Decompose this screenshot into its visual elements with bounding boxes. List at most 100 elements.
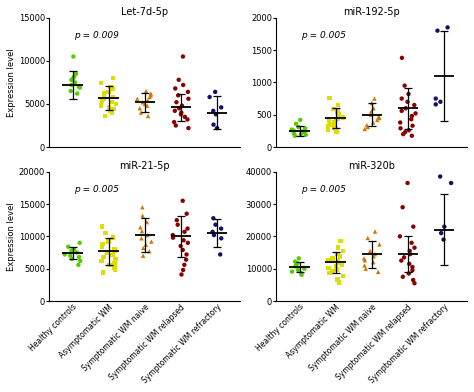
Point: [409, 264, 416, 270]
Point: [408, 113, 416, 119]
Point: [339, 114, 346, 120]
Point: [76, 258, 84, 264]
Point: [105, 104, 112, 111]
Point: [440, 236, 447, 243]
Point: [141, 101, 149, 107]
Point: [409, 123, 416, 129]
Point: [405, 270, 412, 277]
Point: [292, 121, 300, 127]
Point: [444, 24, 451, 31]
Point: [178, 271, 185, 278]
Point: [298, 272, 305, 278]
Point: [438, 230, 445, 236]
Point: [209, 229, 216, 235]
Point: [405, 261, 413, 267]
Point: [184, 89, 192, 95]
Point: [401, 129, 409, 135]
Point: [292, 263, 299, 270]
Point: [434, 27, 441, 34]
Point: [179, 247, 187, 253]
Point: [326, 270, 333, 276]
Point: [178, 109, 185, 116]
Point: [301, 129, 309, 136]
Text: p = 0.005: p = 0.005: [301, 31, 346, 40]
Point: [101, 230, 109, 236]
Point: [302, 132, 310, 138]
Point: [297, 131, 304, 137]
Point: [97, 80, 105, 86]
Point: [175, 105, 183, 111]
Point: [99, 243, 106, 250]
Point: [210, 232, 218, 238]
Point: [217, 251, 224, 258]
Point: [146, 94, 154, 100]
Text: p = 0.009: p = 0.009: [74, 31, 119, 40]
Point: [292, 258, 299, 265]
Point: [290, 127, 297, 134]
Point: [98, 258, 105, 264]
Point: [105, 238, 112, 245]
Point: [326, 95, 333, 101]
Point: [412, 110, 419, 116]
Point: [298, 270, 305, 276]
Point: [70, 246, 78, 252]
Point: [291, 132, 299, 139]
Point: [107, 108, 114, 114]
Point: [137, 109, 145, 116]
Point: [211, 89, 219, 95]
Point: [173, 99, 180, 105]
Point: [335, 113, 342, 119]
Point: [97, 103, 104, 109]
Point: [334, 102, 342, 108]
Point: [177, 243, 184, 249]
Point: [110, 106, 118, 112]
Point: [169, 234, 177, 241]
Point: [76, 240, 83, 246]
Point: [324, 127, 332, 133]
Point: [109, 94, 117, 100]
Title: miR-192-5p: miR-192-5p: [343, 7, 400, 17]
Point: [440, 223, 448, 230]
Point: [375, 115, 383, 121]
Point: [172, 85, 179, 92]
Point: [212, 221, 219, 228]
Point: [397, 125, 404, 131]
Point: [447, 180, 455, 186]
Text: p = 0.005: p = 0.005: [74, 185, 119, 194]
Point: [111, 267, 118, 273]
Point: [143, 103, 151, 109]
Point: [329, 268, 337, 274]
Point: [405, 91, 412, 97]
Point: [109, 86, 116, 93]
Point: [361, 126, 368, 132]
Point: [71, 79, 79, 85]
Point: [110, 246, 118, 252]
Point: [398, 54, 406, 61]
Point: [370, 105, 377, 111]
Point: [396, 233, 404, 240]
Point: [363, 122, 371, 128]
Point: [409, 267, 416, 274]
Point: [142, 241, 150, 248]
Point: [99, 241, 106, 247]
Point: [108, 109, 116, 116]
Point: [290, 131, 298, 137]
Point: [68, 256, 76, 262]
Point: [300, 265, 308, 271]
Point: [330, 125, 338, 131]
Point: [408, 132, 416, 139]
Point: [179, 267, 187, 273]
Point: [218, 104, 225, 111]
Point: [73, 249, 81, 256]
Point: [334, 258, 342, 265]
Point: [181, 229, 188, 235]
Point: [137, 235, 145, 241]
Point: [437, 173, 444, 180]
Point: [146, 248, 153, 254]
Point: [134, 96, 141, 102]
Point: [374, 117, 381, 123]
Point: [181, 262, 188, 268]
Point: [70, 75, 77, 81]
Text: p = 0.005: p = 0.005: [301, 185, 346, 194]
Point: [330, 106, 337, 112]
